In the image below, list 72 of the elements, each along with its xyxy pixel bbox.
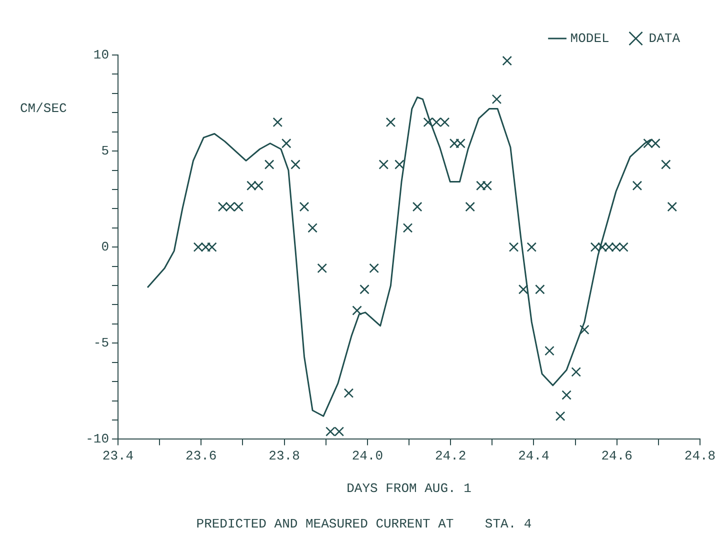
point xyxy=(632,180,642,191)
point xyxy=(299,202,310,212)
point xyxy=(597,242,608,252)
point xyxy=(272,117,283,128)
point xyxy=(352,306,362,316)
point xyxy=(476,180,486,191)
point xyxy=(193,242,204,252)
x-axis-title: DAYS FROM AUG. 1 xyxy=(346,481,472,496)
point xyxy=(456,138,466,148)
point xyxy=(378,160,389,170)
x-tick-label: 23.4 xyxy=(102,448,134,464)
point xyxy=(449,138,460,148)
point xyxy=(344,388,354,398)
point xyxy=(544,346,554,356)
point xyxy=(225,202,236,212)
point xyxy=(611,242,621,252)
point xyxy=(246,180,256,191)
x-tick-label: 24.4 xyxy=(518,448,550,464)
x-tick-label: 24.0 xyxy=(352,448,384,464)
point xyxy=(386,117,396,128)
point xyxy=(402,223,413,233)
point xyxy=(590,242,600,252)
point xyxy=(571,367,582,377)
point xyxy=(369,263,379,274)
point xyxy=(667,202,678,212)
point xyxy=(661,160,671,170)
legend-label: DATA xyxy=(648,30,680,46)
point xyxy=(326,426,336,436)
point xyxy=(207,242,217,252)
point xyxy=(432,117,442,128)
point xyxy=(618,242,628,252)
point xyxy=(334,426,344,436)
y-tick-label: 10 xyxy=(93,47,109,62)
y-tick-label: -5 xyxy=(93,336,109,351)
point xyxy=(394,160,404,170)
y-tick-label: -10 xyxy=(86,432,109,447)
point xyxy=(492,94,502,104)
point xyxy=(482,180,492,191)
point xyxy=(535,284,545,294)
point xyxy=(643,138,653,148)
point xyxy=(518,284,528,294)
x-tick-label: 24.6 xyxy=(601,448,632,464)
x-tick-label: 23.8 xyxy=(268,448,300,464)
x-tick-label: 24.8 xyxy=(684,448,716,464)
point xyxy=(465,202,476,212)
point xyxy=(508,242,519,252)
point xyxy=(526,242,537,252)
legend-label: MODEL xyxy=(570,30,610,46)
point xyxy=(218,202,228,212)
point xyxy=(555,411,566,422)
point xyxy=(200,242,211,252)
point xyxy=(317,263,328,274)
point xyxy=(502,56,512,66)
point xyxy=(604,242,614,252)
point xyxy=(281,138,292,148)
point xyxy=(562,390,572,400)
point xyxy=(308,223,318,233)
point xyxy=(423,117,434,128)
point xyxy=(580,324,590,335)
point xyxy=(412,202,422,212)
point xyxy=(234,202,244,212)
y-axis-title: CM/SEC xyxy=(20,101,68,116)
text: PREDICTED AND MEASURED CURRENT AT STA. 4 xyxy=(196,516,532,532)
y-tick-label: 0 xyxy=(101,240,109,255)
x-tick-label: 23.6 xyxy=(186,448,217,464)
point xyxy=(290,160,300,170)
point xyxy=(254,180,264,191)
x-tick-label: 24.2 xyxy=(434,448,466,464)
point xyxy=(264,160,274,170)
point xyxy=(440,117,450,128)
y-tick-label: 5 xyxy=(101,143,109,158)
point xyxy=(360,284,370,294)
